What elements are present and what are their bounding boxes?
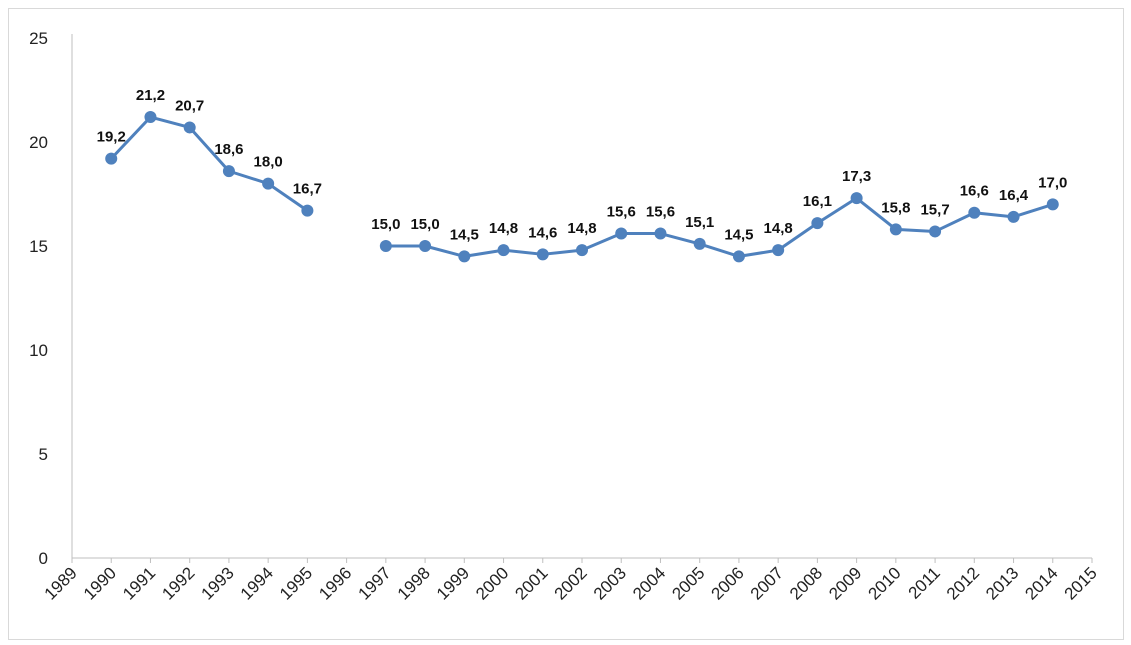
data-label: 15,1 — [685, 214, 714, 231]
data-point — [1046, 198, 1059, 211]
x-tick-label: 1991 — [119, 563, 159, 603]
x-tick-label: 1999 — [433, 563, 473, 603]
data-label: 16,7 — [293, 181, 322, 198]
x-tick-label: 1994 — [237, 563, 277, 603]
data-label: 15,0 — [410, 216, 439, 233]
x-tick-label: 2011 — [905, 563, 944, 602]
y-tick-label: 25 — [29, 29, 48, 48]
data-label: 16,6 — [960, 183, 989, 200]
x-tick-label: 1993 — [198, 563, 238, 603]
chart-frame — [8, 8, 1124, 640]
data-label: 15,7 — [920, 201, 949, 218]
data-point — [654, 227, 667, 240]
chart-axes — [71, 34, 1092, 559]
x-tick-label: 2014 — [1021, 563, 1061, 603]
x-tick-label: 2004 — [629, 563, 669, 603]
data-label: 19,2 — [97, 129, 126, 146]
x-tick-label: 2001 — [511, 563, 551, 603]
data-label: 17,0 — [1038, 174, 1067, 191]
x-tick-label: 2002 — [551, 563, 591, 603]
data-label: 17,3 — [842, 168, 871, 185]
series-line-segment — [385, 196, 1054, 258]
data-point — [536, 248, 549, 261]
data-label: 15,6 — [607, 204, 636, 221]
x-tick-label: 1997 — [354, 563, 394, 603]
x-tick-label: 1998 — [394, 563, 434, 603]
x-tick-label: 2012 — [943, 563, 983, 603]
data-label: 15,0 — [371, 216, 400, 233]
data-point — [301, 204, 314, 217]
x-tick-label: 1989 — [41, 563, 81, 603]
y-axis-ticks: 0 5 10 15 20 25 — [29, 29, 48, 568]
data-point — [732, 250, 745, 263]
series-markers — [105, 111, 1059, 263]
x-tick-label: 2003 — [590, 563, 630, 603]
x-tick-label: 1992 — [158, 563, 198, 603]
data-point — [222, 165, 235, 178]
y-tick-label: 10 — [29, 341, 48, 360]
data-label: 18,6 — [214, 141, 243, 158]
x-tick-label: 2013 — [982, 563, 1022, 603]
series-line — [110, 115, 1054, 258]
y-tick-label: 15 — [29, 237, 48, 256]
data-labels: 19,2 21,2 20,7 18,6 18,0 16,7 15,0 15,0 14,5 14,8… — [97, 87, 1068, 243]
data-point — [929, 225, 942, 238]
data-label: 14,5 — [450, 226, 479, 243]
data-point — [1007, 210, 1020, 223]
data-label: 15,8 — [881, 199, 910, 216]
data-point — [497, 244, 510, 257]
data-point — [419, 240, 432, 252]
data-label: 14,8 — [489, 220, 518, 237]
x-tick-label: 2015 — [1061, 563, 1101, 603]
x-tick-label: 1990 — [80, 563, 120, 603]
data-point — [458, 250, 471, 263]
data-point — [144, 111, 157, 124]
data-label: 16,4 — [999, 187, 1029, 204]
data-point — [693, 237, 706, 250]
data-point — [576, 244, 588, 257]
x-tick-label: 1995 — [276, 563, 316, 603]
data-label: 18,0 — [254, 154, 283, 171]
data-point — [889, 223, 902, 236]
y-tick-label: 5 — [39, 445, 48, 464]
data-point — [968, 206, 981, 219]
data-label: 14,8 — [764, 220, 793, 237]
data-label: 14,5 — [724, 226, 753, 243]
series-line-segment — [110, 115, 309, 212]
data-point — [850, 192, 863, 205]
y-tick-label: 20 — [29, 133, 48, 152]
data-label: 15,6 — [646, 204, 675, 221]
x-tick-label: 2009 — [825, 563, 865, 603]
data-label: 16,1 — [803, 193, 832, 210]
data-label: 14,6 — [528, 224, 557, 241]
y-tick-label: 0 — [39, 549, 48, 568]
data-label: 14,8 — [567, 220, 596, 237]
data-label: 20,7 — [175, 97, 204, 114]
x-axis-ticks: 1989 1990 1991 1992 1993 1994 1995 1996 1997 1998… — [41, 558, 1101, 604]
x-tick-label: 1996 — [315, 563, 355, 603]
data-point — [183, 121, 196, 134]
data-point — [772, 244, 785, 257]
x-tick-label: 2010 — [864, 563, 904, 603]
data-point — [615, 227, 628, 240]
data-point — [105, 152, 118, 165]
x-tick-label: 2005 — [668, 563, 708, 603]
x-tick-label: 2000 — [472, 563, 512, 603]
data-label: 21,2 — [136, 87, 165, 104]
x-tick-label: 2006 — [708, 563, 748, 603]
data-point — [379, 240, 392, 252]
x-tick-label: 2007 — [747, 563, 787, 603]
data-point — [262, 177, 275, 190]
data-point — [811, 217, 824, 230]
x-tick-label: 2008 — [786, 563, 826, 603]
